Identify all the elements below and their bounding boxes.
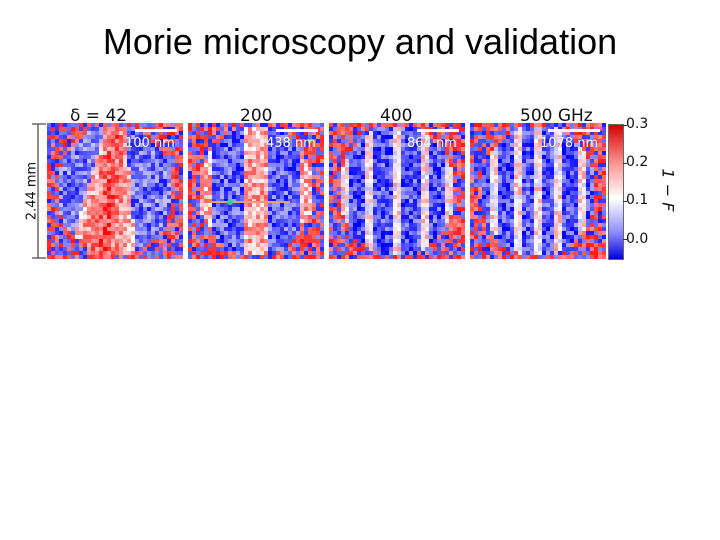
scale-text: 100 nm: [125, 136, 175, 151]
height-label: 2.44 mm: [24, 161, 40, 221]
microscopy-panel-1: 100 nm: [47, 123, 183, 259]
scale-bar: [276, 129, 318, 132]
microscopy-panel-2: 438 nm: [188, 123, 324, 259]
scale-text: 864 nm: [407, 136, 457, 151]
scale-bar: [417, 129, 459, 132]
slide-title: Morie microscopy and validation: [102, 21, 618, 62]
panel-label-2: 200: [240, 106, 273, 126]
fringe-image-3: [329, 123, 465, 259]
colorbar-tickmark: [623, 201, 627, 202]
colorbar-tickmark: [623, 163, 627, 164]
colorbar-tickmark: [623, 239, 627, 240]
microscopy-panel-4: 1078 nm: [470, 123, 606, 259]
colorbar: [608, 124, 624, 260]
fringe-image-4: [470, 123, 606, 259]
colorbar-tickmark: [623, 125, 627, 126]
colorbar-tick: 0.0: [626, 231, 649, 247]
height-scale-bracket: [32, 123, 46, 259]
profile-marker: [227, 199, 233, 205]
scale-text: 438 nm: [266, 136, 316, 151]
fringe-image-1: [47, 123, 183, 259]
colorbar-label: 1 − F: [658, 168, 678, 212]
scale-bar: [135, 129, 177, 132]
colorbar-tick: 0.1: [626, 192, 649, 208]
scale-bar: [548, 129, 600, 132]
panel-label-3: 400: [380, 106, 413, 126]
microscopy-panel-3: 864 nm: [329, 123, 465, 259]
colorbar-tick: 0.2: [626, 154, 649, 170]
panel-label-4: 500 GHz: [520, 106, 593, 126]
panel-label-1: δ = 42: [70, 106, 128, 126]
colorbar-tick: 0.3: [626, 116, 649, 132]
scale-text: 1078 nm: [540, 136, 599, 151]
